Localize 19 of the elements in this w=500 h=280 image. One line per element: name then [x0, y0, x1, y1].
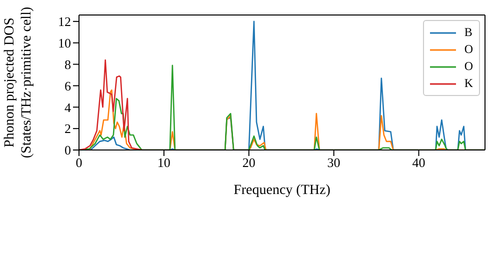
- y-tick-label: 0: [64, 142, 71, 158]
- legend-label: O: [464, 59, 473, 74]
- y-axis-title: Phonon projected DOS (States/THz·primitive cell): [2, 6, 34, 158]
- x-tick-label: 0: [76, 155, 82, 170]
- x-tick-label: 30: [327, 155, 340, 170]
- x-axis-title: Frequency (THz): [234, 183, 331, 198]
- y-tick-label: 10: [58, 35, 71, 50]
- y-tick-label: 2: [64, 121, 71, 136]
- y-tick-label: 12: [58, 14, 71, 30]
- line-series: [79, 59, 143, 150]
- y-tick-label: 6: [64, 78, 72, 94]
- legend-label: B: [464, 25, 472, 40]
- x-tick-label: 20: [242, 155, 256, 170]
- y-tick-label: 8: [64, 56, 71, 72]
- x-tick-label: 10: [157, 155, 170, 170]
- x-tick-label: 40: [412, 155, 426, 170]
- legend-label: O: [464, 42, 473, 57]
- y-tick-label: 4: [64, 100, 72, 115]
- legend-label: K: [464, 76, 473, 91]
